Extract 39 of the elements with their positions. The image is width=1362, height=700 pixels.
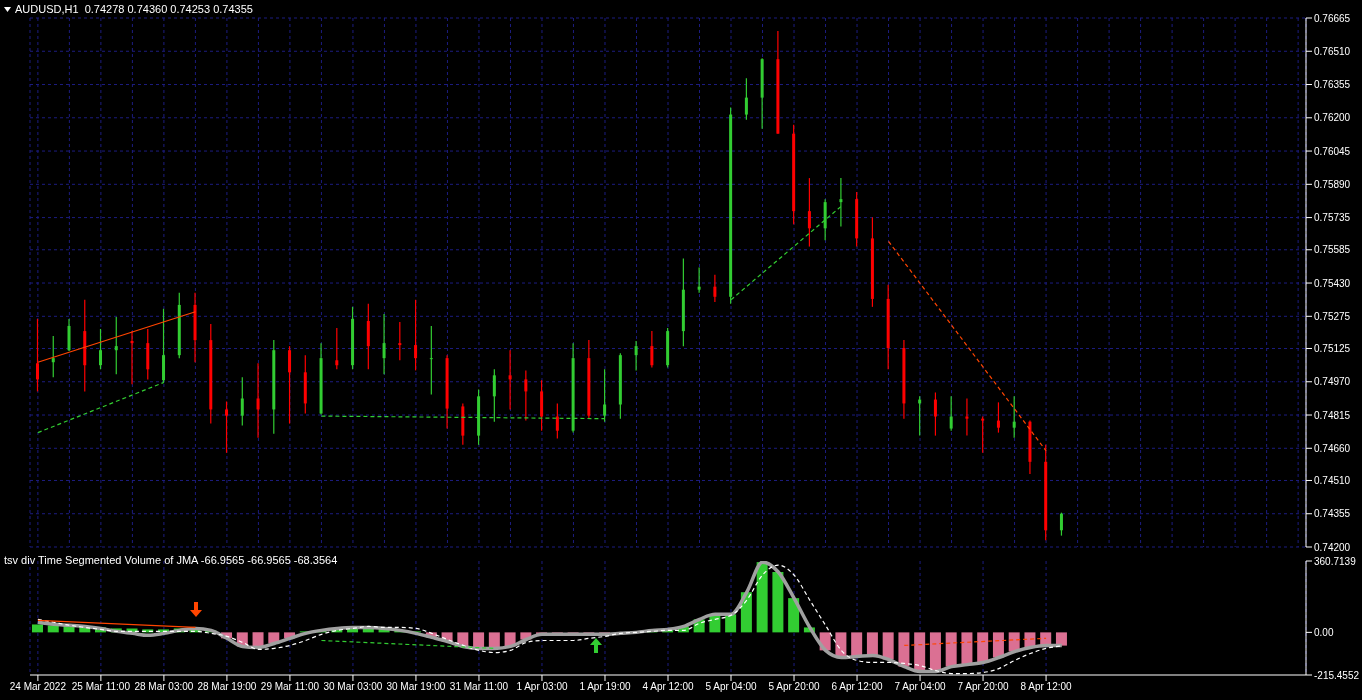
y-tick-label: 0.74815 — [1314, 409, 1351, 421]
x-tick-label: 8 Apr 12:00 — [1020, 681, 1073, 693]
x-tick-label: 1 Apr 03:00 — [516, 681, 568, 693]
y-tick-label: 0.76355 — [1314, 79, 1351, 91]
x-tick-label: 28 Mar 03:00 — [134, 681, 194, 693]
chart-title: tsv div Time Segmented Volume of JMA -66.9565 -66.9565 -68.3564 — [4, 554, 338, 566]
y-tick-label: 0.76510 — [1314, 45, 1351, 57]
y-tick-label: 0.74660 — [1314, 442, 1351, 454]
x-tick-label: 6 Apr 12:00 — [831, 681, 884, 693]
y-tick-label: 0.76200 — [1314, 112, 1351, 124]
x-tick-label: 31 Mar 11:00 — [449, 681, 509, 693]
y-tick-label: 0.75275 — [1314, 310, 1351, 322]
y-tick-label: 0.00 — [1314, 626, 1334, 638]
chart-title: AUDUSD,H1 0.74278 0.74360 0.74253 0.74355 — [15, 3, 253, 15]
y-tick-label: 0.74200 — [1314, 541, 1351, 553]
y-tick-label: 0.75735 — [1314, 212, 1351, 224]
x-tick-label: 29 Mar 11:00 — [260, 681, 320, 693]
x-tick-label: 7 Apr 04:00 — [894, 681, 947, 693]
y-tick-label: 0.75585 — [1314, 244, 1351, 256]
y-tick-label: 0.74970 — [1314, 376, 1351, 388]
x-tick-label: 1 Apr 19:00 — [579, 681, 631, 693]
x-tick-label: 30 Mar 03:00 — [323, 681, 383, 693]
y-tick-label: 0.75430 — [1314, 277, 1351, 289]
x-tick-label: 5 Apr 04:00 — [705, 681, 758, 693]
x-tick-label: 5 Apr 20:00 — [768, 681, 821, 693]
y-tick-label: 0.75890 — [1314, 178, 1351, 190]
y-tick-label: 0.75125 — [1314, 343, 1351, 355]
y-tick-label: 0.76045 — [1314, 145, 1351, 157]
x-tick-label: 24 Mar 2022 — [9, 681, 67, 693]
y-tick-label: 0.74355 — [1314, 508, 1351, 520]
x-tick-label: 30 Mar 19:00 — [386, 681, 446, 693]
y-tick-label: -215.4552 — [1314, 669, 1360, 681]
x-tick-label: 25 Mar 11:00 — [71, 681, 131, 693]
x-tick-label: 7 Apr 20:00 — [957, 681, 1010, 693]
x-tick-label: 28 Mar 19:00 — [197, 681, 257, 693]
x-tick-label: 4 Apr 12:00 — [642, 681, 695, 693]
y-tick-label: 360.7139 — [1314, 555, 1357, 567]
y-tick-label: 0.74510 — [1314, 475, 1351, 487]
y-tick-label: 0.76665 — [1314, 12, 1351, 24]
